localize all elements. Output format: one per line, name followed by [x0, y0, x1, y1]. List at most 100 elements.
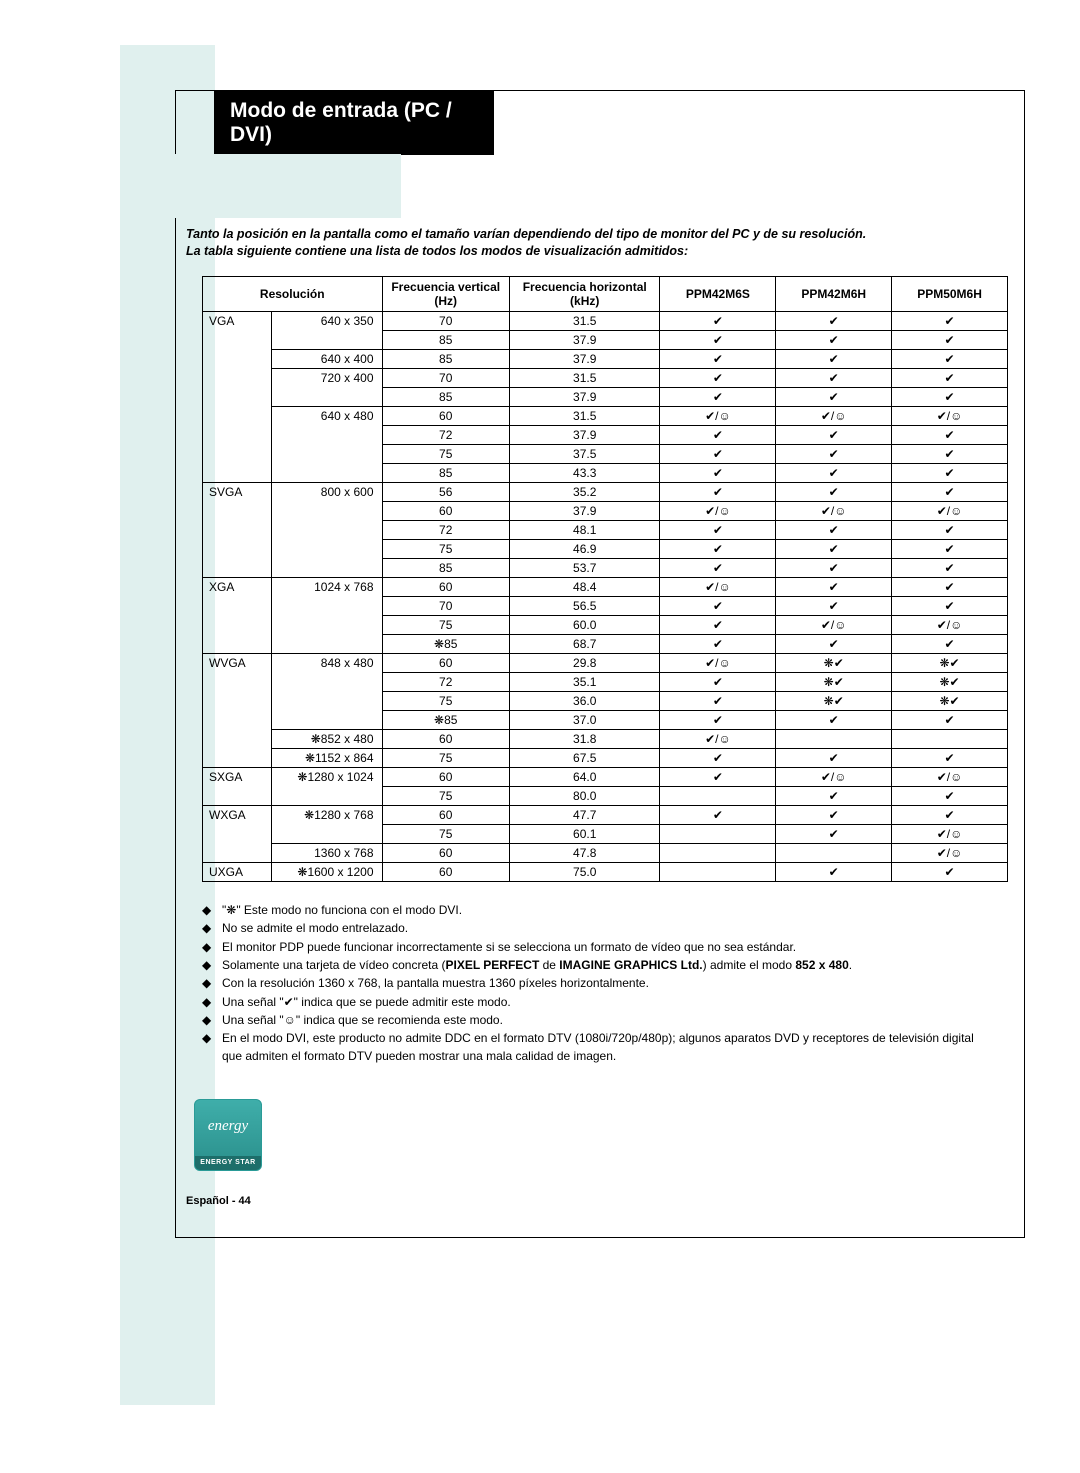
- cell-freq-v: 70: [382, 311, 509, 330]
- cell-resolution: [272, 634, 382, 653]
- cell-m1: ✔: [660, 710, 776, 729]
- cell-freq-v: 60: [382, 843, 509, 862]
- cell-resolution: [272, 501, 382, 520]
- cell-freq-v: 75: [382, 748, 509, 767]
- table-row: 6037.9✔/☺✔/☺✔/☺: [203, 501, 1008, 520]
- cell-resolution: 848 x 480: [272, 653, 382, 672]
- cell-m1: ✔: [660, 805, 776, 824]
- cell-freq-v: ❋85: [382, 710, 509, 729]
- cell-m3: ✔: [892, 786, 1008, 805]
- cell-freq-v: 85: [382, 349, 509, 368]
- cell-m2: ✔: [776, 862, 892, 881]
- cell-m2: ❋✔: [776, 672, 892, 691]
- cell-m1: ✔: [660, 539, 776, 558]
- cell-category: SVGA: [203, 482, 272, 501]
- cell-category: [203, 539, 272, 558]
- cell-freq-h: 43.3: [509, 463, 660, 482]
- table-row: SXGA❋1280 x 10246064.0✔✔/☺✔/☺: [203, 767, 1008, 786]
- diamond-bullet: ◆: [202, 902, 222, 919]
- cell-resolution: [272, 330, 382, 349]
- cell-category: [203, 843, 272, 862]
- cell-freq-h: 29.8: [509, 653, 660, 672]
- cell-m1: ✔: [660, 634, 776, 653]
- resolution-table: Resolución Frecuencia vertical (Hz) Frec…: [202, 276, 1008, 882]
- cell-m2: ✔: [776, 805, 892, 824]
- cell-freq-h: 48.4: [509, 577, 660, 596]
- cell-m2: ✔: [776, 368, 892, 387]
- diamond-bullet: ◆: [202, 1012, 222, 1029]
- cell-m2: ✔: [776, 425, 892, 444]
- cell-freq-h: 75.0: [509, 862, 660, 881]
- cell-freq-v: 70: [382, 368, 509, 387]
- cell-m2: ✔: [776, 539, 892, 558]
- table-row: 8543.3✔✔✔: [203, 463, 1008, 482]
- cell-resolution: [272, 425, 382, 444]
- cell-m3: ✔: [892, 558, 1008, 577]
- cell-m3: ✔/☺: [892, 843, 1008, 862]
- cell-freq-h: 48.1: [509, 520, 660, 539]
- table-row: ❋8568.7✔✔✔: [203, 634, 1008, 653]
- cell-m3: ✔/☺: [892, 824, 1008, 843]
- cell-m2: ✔: [776, 482, 892, 501]
- cell-freq-v: 60: [382, 729, 509, 748]
- intro-line2: La tabla siguiente contiene una lista de…: [186, 244, 688, 258]
- cell-m1: ✔: [660, 520, 776, 539]
- cell-freq-h: 53.7: [509, 558, 660, 577]
- cell-freq-v: 72: [382, 520, 509, 539]
- cell-resolution: 640 x 480: [272, 406, 382, 425]
- th-freq-v: Frecuencia vertical (Hz): [382, 276, 509, 311]
- note-item: ◆Una señal "✔" indica que se puede admit…: [202, 994, 994, 1011]
- cell-m3: ✔: [892, 368, 1008, 387]
- cell-m3: [892, 729, 1008, 748]
- cell-category: [203, 425, 272, 444]
- cell-m1: ✔/☺: [660, 653, 776, 672]
- cell-m2: ✔: [776, 463, 892, 482]
- table-row: WXGA❋1280 x 7686047.7✔✔✔: [203, 805, 1008, 824]
- cell-freq-v: 75: [382, 824, 509, 843]
- table-row: 7560.1✔✔/☺: [203, 824, 1008, 843]
- cell-category: [203, 596, 272, 615]
- cell-m1: ✔: [660, 596, 776, 615]
- cell-freq-h: 68.7: [509, 634, 660, 653]
- table-row: 7235.1✔❋✔❋✔: [203, 672, 1008, 691]
- cell-category: SXGA: [203, 767, 272, 786]
- cell-resolution: 640 x 350: [272, 311, 382, 330]
- cell-freq-h: 36.0: [509, 691, 660, 710]
- cell-resolution: ❋1152 x 864: [272, 748, 382, 767]
- cell-freq-v: 75: [382, 615, 509, 634]
- cell-m2: ❋✔: [776, 691, 892, 710]
- cell-freq-v: 85: [382, 463, 509, 482]
- cell-freq-h: 35.2: [509, 482, 660, 501]
- cell-resolution: [272, 786, 382, 805]
- cell-m3: ✔: [892, 520, 1008, 539]
- cell-freq-v: 72: [382, 425, 509, 444]
- cell-m3: ✔: [892, 577, 1008, 596]
- cell-freq-v: 75: [382, 539, 509, 558]
- cell-freq-v: 60: [382, 406, 509, 425]
- cell-m1: ✔: [660, 311, 776, 330]
- cell-resolution: [272, 596, 382, 615]
- note-text: Una señal "☺" indica que se recomienda e…: [222, 1012, 503, 1029]
- cell-resolution: [272, 387, 382, 406]
- page-title: Modo de entrada (PC / DVI): [214, 91, 494, 155]
- cell-m1: ✔: [660, 748, 776, 767]
- note-item: ◆"❋" Este modo no funciona con el modo D…: [202, 902, 994, 919]
- cell-m2: ✔: [776, 387, 892, 406]
- cell-m2: [776, 843, 892, 862]
- cell-resolution: [272, 463, 382, 482]
- cell-resolution: 720 x 400: [272, 368, 382, 387]
- cell-m3: ✔: [892, 539, 1008, 558]
- table-row: 7237.9✔✔✔: [203, 425, 1008, 444]
- cell-m1: ✔: [660, 672, 776, 691]
- content-frame: Modo de entrada (PC / DVI) Tanto la posi…: [175, 90, 1025, 1238]
- cell-freq-v: 60: [382, 862, 509, 881]
- cell-resolution: [272, 520, 382, 539]
- cell-m1: ✔: [660, 558, 776, 577]
- cell-m1: ✔: [660, 767, 776, 786]
- cell-m3: ❋✔: [892, 653, 1008, 672]
- table-row: 7056.5✔✔✔: [203, 596, 1008, 615]
- cell-freq-h: 35.1: [509, 672, 660, 691]
- cell-category: [203, 824, 272, 843]
- cell-resolution: [272, 672, 382, 691]
- cell-freq-h: 47.8: [509, 843, 660, 862]
